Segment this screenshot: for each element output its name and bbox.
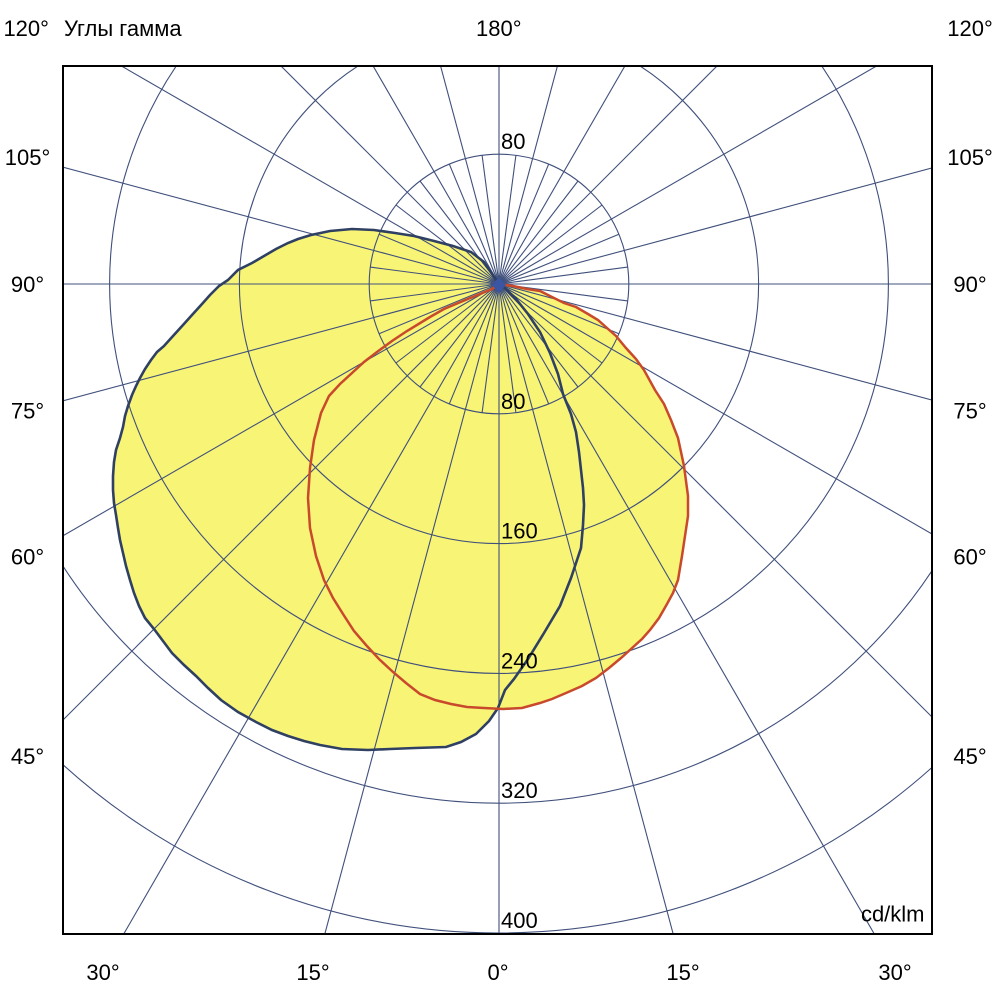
svg-text:180°: 180° xyxy=(476,16,522,41)
svg-text:75°: 75° xyxy=(953,399,986,424)
svg-text:90°: 90° xyxy=(11,272,44,297)
svg-text:15°: 15° xyxy=(296,960,329,985)
svg-text:240: 240 xyxy=(501,648,538,673)
svg-text:cd/klm: cd/klm xyxy=(861,902,925,927)
svg-text:400: 400 xyxy=(501,908,538,933)
svg-text:0°: 0° xyxy=(487,960,508,985)
svg-text:120°: 120° xyxy=(947,16,993,41)
svg-text:80: 80 xyxy=(501,389,525,414)
svg-text:Углы гамма: Углы гамма xyxy=(64,16,182,41)
svg-text:15°: 15° xyxy=(666,960,699,985)
svg-text:60°: 60° xyxy=(953,545,986,570)
svg-text:30°: 30° xyxy=(878,960,911,985)
svg-text:45°: 45° xyxy=(953,744,986,769)
svg-text:105°: 105° xyxy=(947,145,993,170)
svg-text:45°: 45° xyxy=(11,744,44,769)
svg-text:60°: 60° xyxy=(11,545,44,570)
svg-text:90°: 90° xyxy=(953,272,986,297)
svg-text:30°: 30° xyxy=(86,960,119,985)
svg-text:120°: 120° xyxy=(3,16,49,41)
svg-text:320: 320 xyxy=(501,778,538,803)
svg-text:105°: 105° xyxy=(5,145,51,170)
svg-text:80: 80 xyxy=(501,129,525,154)
svg-text:160: 160 xyxy=(501,519,538,544)
svg-text:75°: 75° xyxy=(11,399,44,424)
